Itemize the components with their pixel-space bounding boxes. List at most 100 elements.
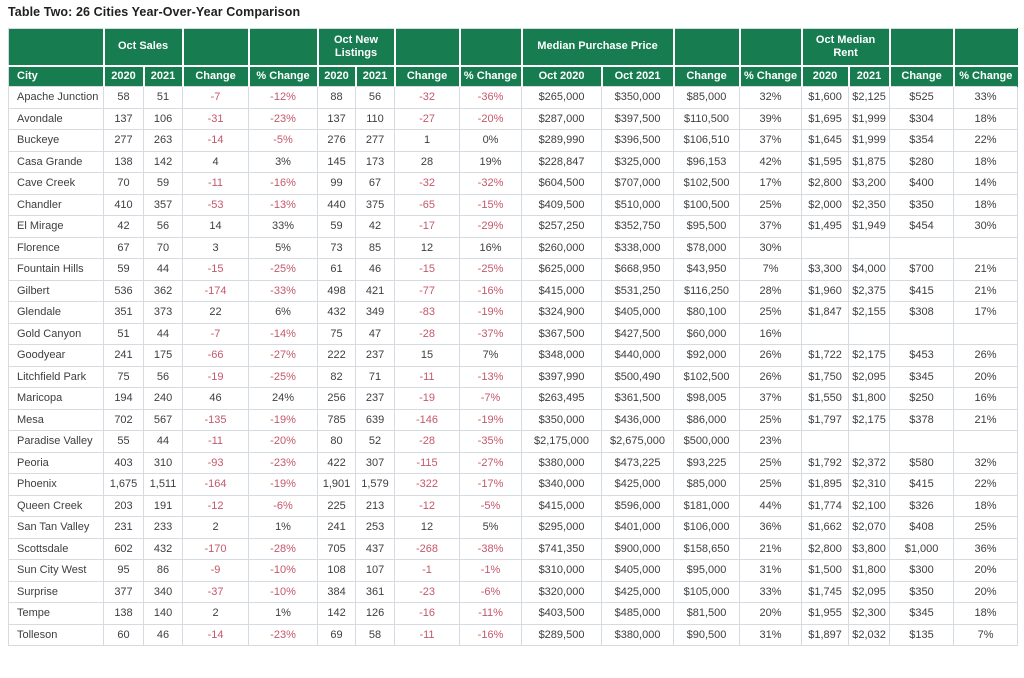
table-row: Peoria 403 310 -93 -23% 422 307 -115 -27% $380,00…	[8, 451, 1019, 474]
value-cell: $500,490	[601, 365, 675, 388]
value-cell: $320,000	[521, 580, 603, 603]
value-cell: $1,750	[801, 365, 850, 388]
table-row: Apache Junction 58 51 -7 -12% 88 56 -32 -36% $265…	[8, 86, 1019, 109]
value-cell: $425,000	[601, 473, 675, 496]
value-cell: -7	[182, 86, 250, 109]
value-cell: 46	[182, 387, 250, 410]
value-cell: 75	[103, 365, 144, 388]
value-cell: -5%	[459, 494, 523, 517]
value-cell	[848, 430, 891, 453]
value-cell: 19%	[459, 150, 523, 173]
value-cell: 56	[142, 215, 184, 238]
value-cell: $2,070	[848, 516, 891, 539]
value-cell: -25%	[248, 258, 319, 281]
value-cell: -14%	[248, 322, 319, 345]
value-cell: 175	[142, 344, 184, 367]
city-cell: El Mirage	[8, 215, 104, 238]
value-cell: 20%	[739, 602, 803, 625]
value-cell: 4	[182, 150, 250, 173]
value-cell: 362	[142, 279, 184, 302]
value-cell: 126	[355, 602, 396, 625]
value-cell: 58	[355, 623, 396, 646]
city-cell: Cave Creek	[8, 172, 104, 195]
table-row: Mesa 702 567 -135 -19% 785 639 -146 -19% $350,000…	[8, 408, 1019, 431]
value-cell: 42%	[739, 150, 803, 173]
value-cell: $1,495	[801, 215, 850, 238]
value-cell: 602	[103, 537, 144, 560]
city-cell: Avondale	[8, 107, 104, 130]
value-cell: 373	[142, 301, 184, 324]
value-cell: 44	[142, 322, 184, 345]
column-header: % Change	[953, 65, 1019, 87]
value-cell: 70	[103, 172, 144, 195]
value-cell: 361	[355, 580, 396, 603]
value-cell: -6%	[248, 494, 319, 517]
value-cell: -29%	[459, 215, 523, 238]
value-cell: 702	[103, 408, 144, 431]
table-row: Cave Creek 70 59 -11 -16% 99 67 -32 -32% $604,500…	[8, 172, 1019, 195]
value-cell: 233	[142, 516, 184, 539]
value-cell: $380,000	[601, 623, 675, 646]
value-cell: 28%	[739, 279, 803, 302]
value-cell: $135	[889, 623, 955, 646]
value-cell: $415,000	[521, 279, 603, 302]
value-cell: -15%	[459, 193, 523, 216]
value-cell: -25%	[459, 258, 523, 281]
value-cell: 59	[103, 258, 144, 281]
table-row: El Mirage 42 56 14 33% 59 42 -17 -29% $257,250 $35…	[8, 215, 1019, 238]
value-cell: $397,500	[601, 107, 675, 130]
value-cell: -12	[394, 494, 461, 517]
value-cell: $102,500	[673, 172, 741, 195]
value-cell: 33%	[248, 215, 319, 238]
value-cell: 16%	[739, 322, 803, 345]
value-cell	[889, 236, 955, 259]
group-header-spacer	[248, 28, 319, 67]
value-cell: 1,511	[142, 473, 184, 496]
value-cell: $280	[889, 150, 955, 173]
value-cell: $425,000	[601, 580, 675, 603]
value-cell: -19%	[248, 408, 319, 431]
value-cell: $2,095	[848, 580, 891, 603]
group-header-spacer	[889, 28, 955, 67]
value-cell: -77	[394, 279, 461, 302]
table-row: Casa Grande 138 142 4 3% 145 173 28 19% $228,847 $…	[8, 150, 1019, 173]
value-cell: -28%	[248, 537, 319, 560]
value-cell: $2,800	[801, 537, 850, 560]
value-cell: 25%	[739, 301, 803, 324]
city-cell: Chandler	[8, 193, 104, 216]
value-cell: 37%	[739, 129, 803, 152]
value-cell: $181,000	[673, 494, 741, 517]
value-cell: -66	[182, 344, 250, 367]
group-header-spacer	[673, 28, 741, 67]
value-cell: $1,999	[848, 107, 891, 130]
value-cell: $668,950	[601, 258, 675, 281]
value-cell: 5%	[248, 236, 319, 259]
value-cell: 18%	[953, 150, 1019, 173]
value-cell: $93,225	[673, 451, 741, 474]
value-cell: 410	[103, 193, 144, 216]
value-cell: $378	[889, 408, 955, 431]
value-cell: 307	[355, 451, 396, 474]
value-cell: 44%	[739, 494, 803, 517]
city-cell: Gold Canyon	[8, 322, 104, 345]
value-cell: $401,000	[601, 516, 675, 539]
value-cell: -32	[394, 172, 461, 195]
value-cell: 349	[355, 301, 396, 324]
value-cell: $2,032	[848, 623, 891, 646]
value-cell: $625,000	[521, 258, 603, 281]
table-body: Apache Junction 58 51 -7 -12% 88 56 -32 -36% $265…	[8, 86, 1019, 646]
value-cell	[953, 236, 1019, 259]
value-cell	[801, 430, 850, 453]
value-cell: 241	[317, 516, 357, 539]
value-cell: $409,500	[521, 193, 603, 216]
value-cell: 47	[355, 322, 396, 345]
value-cell: -19%	[248, 473, 319, 496]
value-cell: -5%	[248, 129, 319, 152]
value-cell: 32%	[953, 451, 1019, 474]
value-cell: $1,895	[801, 473, 850, 496]
value-cell: $2,350	[848, 193, 891, 216]
value-cell: -25%	[248, 365, 319, 388]
value-cell: $350	[889, 580, 955, 603]
value-cell: $1,847	[801, 301, 850, 324]
value-cell: 26%	[953, 344, 1019, 367]
